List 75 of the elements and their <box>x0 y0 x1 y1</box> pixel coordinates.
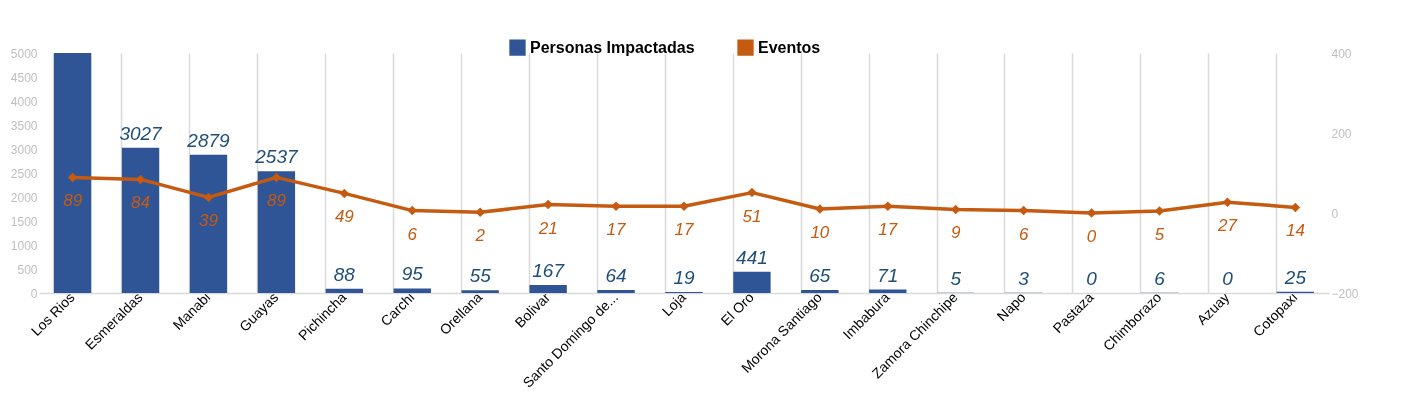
data-label: 55 <box>469 265 492 287</box>
point <box>543 199 553 210</box>
data-label: 17 <box>878 220 898 240</box>
point <box>883 201 893 211</box>
data-label: 0 <box>1086 227 1097 246</box>
data-label: 6 <box>1154 267 1166 289</box>
point <box>611 201 621 211</box>
y-tick-label: 2000 <box>10 190 38 205</box>
y2-tick-label: 0 <box>1331 206 1339 221</box>
x-tick-label: Loja <box>658 288 690 320</box>
data-label: 3027 <box>119 122 164 144</box>
data-label: 27 <box>1216 216 1238 236</box>
bar <box>597 289 635 293</box>
y2-tick-label: 200 <box>1331 126 1352 141</box>
bar <box>801 289 839 293</box>
bar <box>461 290 499 293</box>
bar <box>257 171 296 293</box>
data-label: 51 <box>742 206 762 226</box>
data-label: 6 <box>407 224 418 244</box>
data-label: 89 <box>266 191 287 211</box>
bar <box>53 53 92 293</box>
data-label: 84 <box>131 193 151 213</box>
data-label: 49 <box>334 207 355 227</box>
data-label: 71 <box>877 264 899 286</box>
point <box>339 188 350 199</box>
legend-label: Personas Impactadas <box>530 38 695 56</box>
x-tick-label: El Oro <box>717 288 758 329</box>
point <box>271 172 282 183</box>
data-label: 17 <box>674 220 694 240</box>
data-label: 0 <box>1086 268 1098 289</box>
bar <box>393 288 431 293</box>
bar <box>733 271 771 293</box>
data-label: 10 <box>810 223 830 242</box>
data-label: 19 <box>673 267 695 289</box>
data-label: 64 <box>605 264 627 286</box>
y-tick-label: 500 <box>17 262 38 277</box>
point <box>203 192 214 203</box>
data-label: 14 <box>1285 221 1305 241</box>
bar <box>529 284 567 293</box>
y-tick-label: 5000 <box>10 46 38 61</box>
data-label: 2 <box>474 226 486 246</box>
data-label: 95 <box>401 263 424 285</box>
data-label: 89 <box>63 191 83 211</box>
data-label: 6 <box>1018 224 1029 244</box>
data-label: 21 <box>537 218 558 238</box>
data-label: 39 <box>199 211 219 231</box>
y2-tick-label: 400 <box>1331 46 1352 61</box>
data-label: 5 <box>950 267 962 289</box>
y-tick-label: 1500 <box>10 214 38 229</box>
point <box>475 207 485 217</box>
bar <box>325 288 364 293</box>
y-tick-label: 0 <box>30 286 38 301</box>
legend-label: Eventos <box>758 38 821 56</box>
data-label: 65 <box>809 264 831 286</box>
data-label: 9 <box>950 223 961 243</box>
data-label: 0 <box>1222 268 1234 289</box>
y-tick-label: 1000 <box>10 238 38 253</box>
y2-tick-label: −200 <box>1331 286 1359 301</box>
data-label: 5 <box>1154 225 1165 244</box>
bar <box>121 147 160 293</box>
data-label: 2537 <box>254 146 299 168</box>
y-tick-label: 3500 <box>10 118 38 133</box>
y-tick-label: 4000 <box>10 94 38 109</box>
data-label: 3 <box>1018 267 1030 289</box>
data-label: 88 <box>333 263 356 285</box>
data-label: 441 <box>736 246 768 268</box>
data-label: 25 <box>1283 266 1307 288</box>
data-label: 2879 <box>186 129 231 151</box>
y-tick-label: 3000 <box>10 142 38 157</box>
data-label: 17 <box>606 220 627 240</box>
data-label: 167 <box>532 259 566 281</box>
y-tick-label: 4500 <box>10 70 38 85</box>
y-tick-label: 2500 <box>10 166 38 181</box>
point <box>747 187 757 198</box>
bar <box>189 154 228 293</box>
